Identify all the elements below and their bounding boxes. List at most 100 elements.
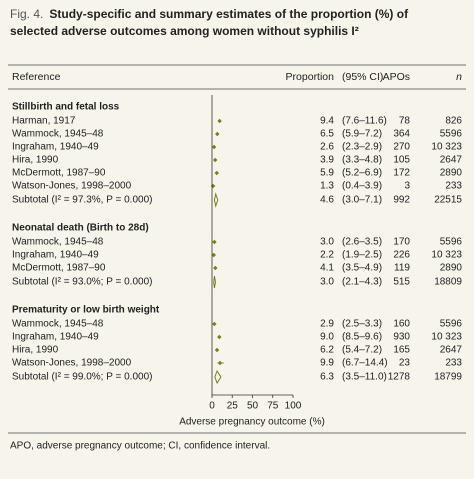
- x-tick-label: 25: [227, 401, 239, 412]
- apos: 515: [393, 277, 410, 288]
- apos: 165: [393, 345, 410, 356]
- proportion: 2.6: [320, 142, 334, 153]
- ci-label: (0.4–3.9): [342, 181, 382, 192]
- proportion: 9.0: [320, 332, 334, 343]
- n: 233: [445, 181, 462, 192]
- proportion: 5.9: [320, 168, 334, 179]
- point-estimate: [213, 265, 218, 271]
- ci-label: (1.9–2.5): [342, 250, 382, 261]
- reference: Wammock, 1945–48: [12, 319, 104, 330]
- point-estimate: [214, 347, 220, 353]
- ci-label: (5.4–7.2): [342, 345, 382, 356]
- point-estimate: [212, 239, 217, 245]
- point-estimate: [210, 183, 216, 189]
- group-heading: Prematurity or low birth weight: [12, 305, 160, 316]
- reference: Subtotal (I² = 93.0%; P = 0.000): [12, 277, 152, 288]
- n: 2890: [440, 263, 463, 274]
- proportion: 1.3: [320, 181, 334, 192]
- point-estimate: [212, 321, 217, 327]
- column-header: (95% CI): [342, 71, 383, 83]
- column-header: n: [456, 71, 462, 83]
- proportion: 6.3: [320, 372, 334, 383]
- apos: 160: [393, 319, 410, 330]
- reference: Watson-Jones, 1998–2000: [12, 181, 132, 192]
- proportion: 9.9: [320, 358, 334, 369]
- proportion: 6.5: [320, 129, 334, 140]
- footnote: APO, adverse pregnancy outcome; CI, conf…: [10, 441, 270, 452]
- reference: Subtotal (I² = 97.3%, P = 0.000): [12, 195, 152, 206]
- n: 18799: [434, 372, 462, 383]
- proportion: 3.0: [320, 237, 334, 248]
- group-heading: Neonatal death (Birth to 28d): [12, 223, 149, 234]
- point-estimate: [217, 360, 223, 366]
- figure-title: Study-specific and summary estimates of …: [10, 7, 409, 38]
- proportion: 6.2: [320, 345, 334, 356]
- n: 10 323: [431, 332, 462, 343]
- x-tick-label: 100: [285, 401, 302, 412]
- apos: 23: [399, 358, 411, 369]
- reference: Watson-Jones, 1998–2000: [12, 358, 132, 369]
- proportion: 9.4: [320, 116, 334, 127]
- n: 5596: [440, 319, 463, 330]
- ci-label: (5.9–7.2): [342, 129, 382, 140]
- apos: 226: [393, 250, 410, 261]
- apos: 170: [393, 237, 410, 248]
- caption: Fig. 4. Study-specific and summary estima…: [10, 6, 450, 40]
- apos: 105: [393, 155, 410, 166]
- n: 18809: [434, 277, 462, 288]
- point-estimate: [214, 170, 219, 176]
- apos: 930: [393, 332, 410, 343]
- point-estimate: [211, 252, 216, 258]
- n: 5596: [440, 129, 463, 140]
- reference: Subtotal (I² = 99.0%; P = 0.000): [12, 372, 152, 383]
- x-tick-label: 75: [267, 401, 279, 412]
- proportion: 3.9: [320, 155, 334, 166]
- n: 2647: [440, 345, 463, 356]
- reference: McDermott, 1987–90: [12, 263, 106, 274]
- ci-label: (7.6–11.6): [342, 116, 387, 127]
- x-tick-label: 0: [209, 401, 215, 412]
- ci-label: (2.5–3.3): [342, 319, 382, 330]
- reference: Wammock, 1945–48: [12, 237, 104, 248]
- subtotal-diamond: [213, 192, 219, 208]
- apos: 3: [404, 181, 410, 192]
- apos: 1278: [388, 372, 411, 383]
- reference: McDermott, 1987–90: [12, 168, 106, 179]
- n: 10 323: [431, 142, 462, 153]
- apos: 172: [393, 168, 410, 179]
- n: 2890: [440, 168, 463, 179]
- point-estimate: [212, 157, 218, 163]
- column-header: APOs: [383, 71, 410, 83]
- reference: Ingraham, 1940–49: [12, 332, 99, 343]
- ci-label: (2.6–3.5): [342, 237, 382, 248]
- reference: Ingraham, 1940–49: [12, 250, 99, 261]
- reference: Hira, 1990: [12, 155, 59, 166]
- group-heading: Stillbirth and fetal loss: [12, 102, 120, 113]
- figure-label: Fig. 4.: [10, 7, 44, 21]
- point-estimate: [215, 131, 220, 137]
- apos: 992: [393, 195, 410, 206]
- n: 22515: [434, 195, 462, 206]
- n: 5596: [440, 237, 463, 248]
- apos: 270: [393, 142, 410, 153]
- reference: Ingraham, 1940–49: [12, 142, 99, 153]
- ci-label: (5.2–6.9): [342, 168, 382, 179]
- x-tick-label: 50: [247, 401, 259, 412]
- n: 233: [445, 358, 462, 369]
- point-estimate: [217, 334, 222, 340]
- reference: Harman, 1917: [12, 116, 76, 127]
- column-header: Reference: [12, 71, 61, 83]
- point-estimate: [211, 144, 217, 150]
- ci-label: (8.5–9.6): [342, 332, 382, 343]
- ci-label: (2.1–4.3): [342, 277, 382, 288]
- proportion: 3.0: [320, 277, 334, 288]
- n: 826: [445, 116, 462, 127]
- column-header: Proportion: [286, 71, 335, 83]
- apos: 364: [393, 129, 410, 140]
- point-estimate: [217, 118, 222, 124]
- ci-label: (3.5–11.0): [342, 372, 387, 383]
- x-axis-label: Adverse pregnancy outcome (%): [179, 417, 325, 428]
- proportion: 4.6: [320, 195, 334, 206]
